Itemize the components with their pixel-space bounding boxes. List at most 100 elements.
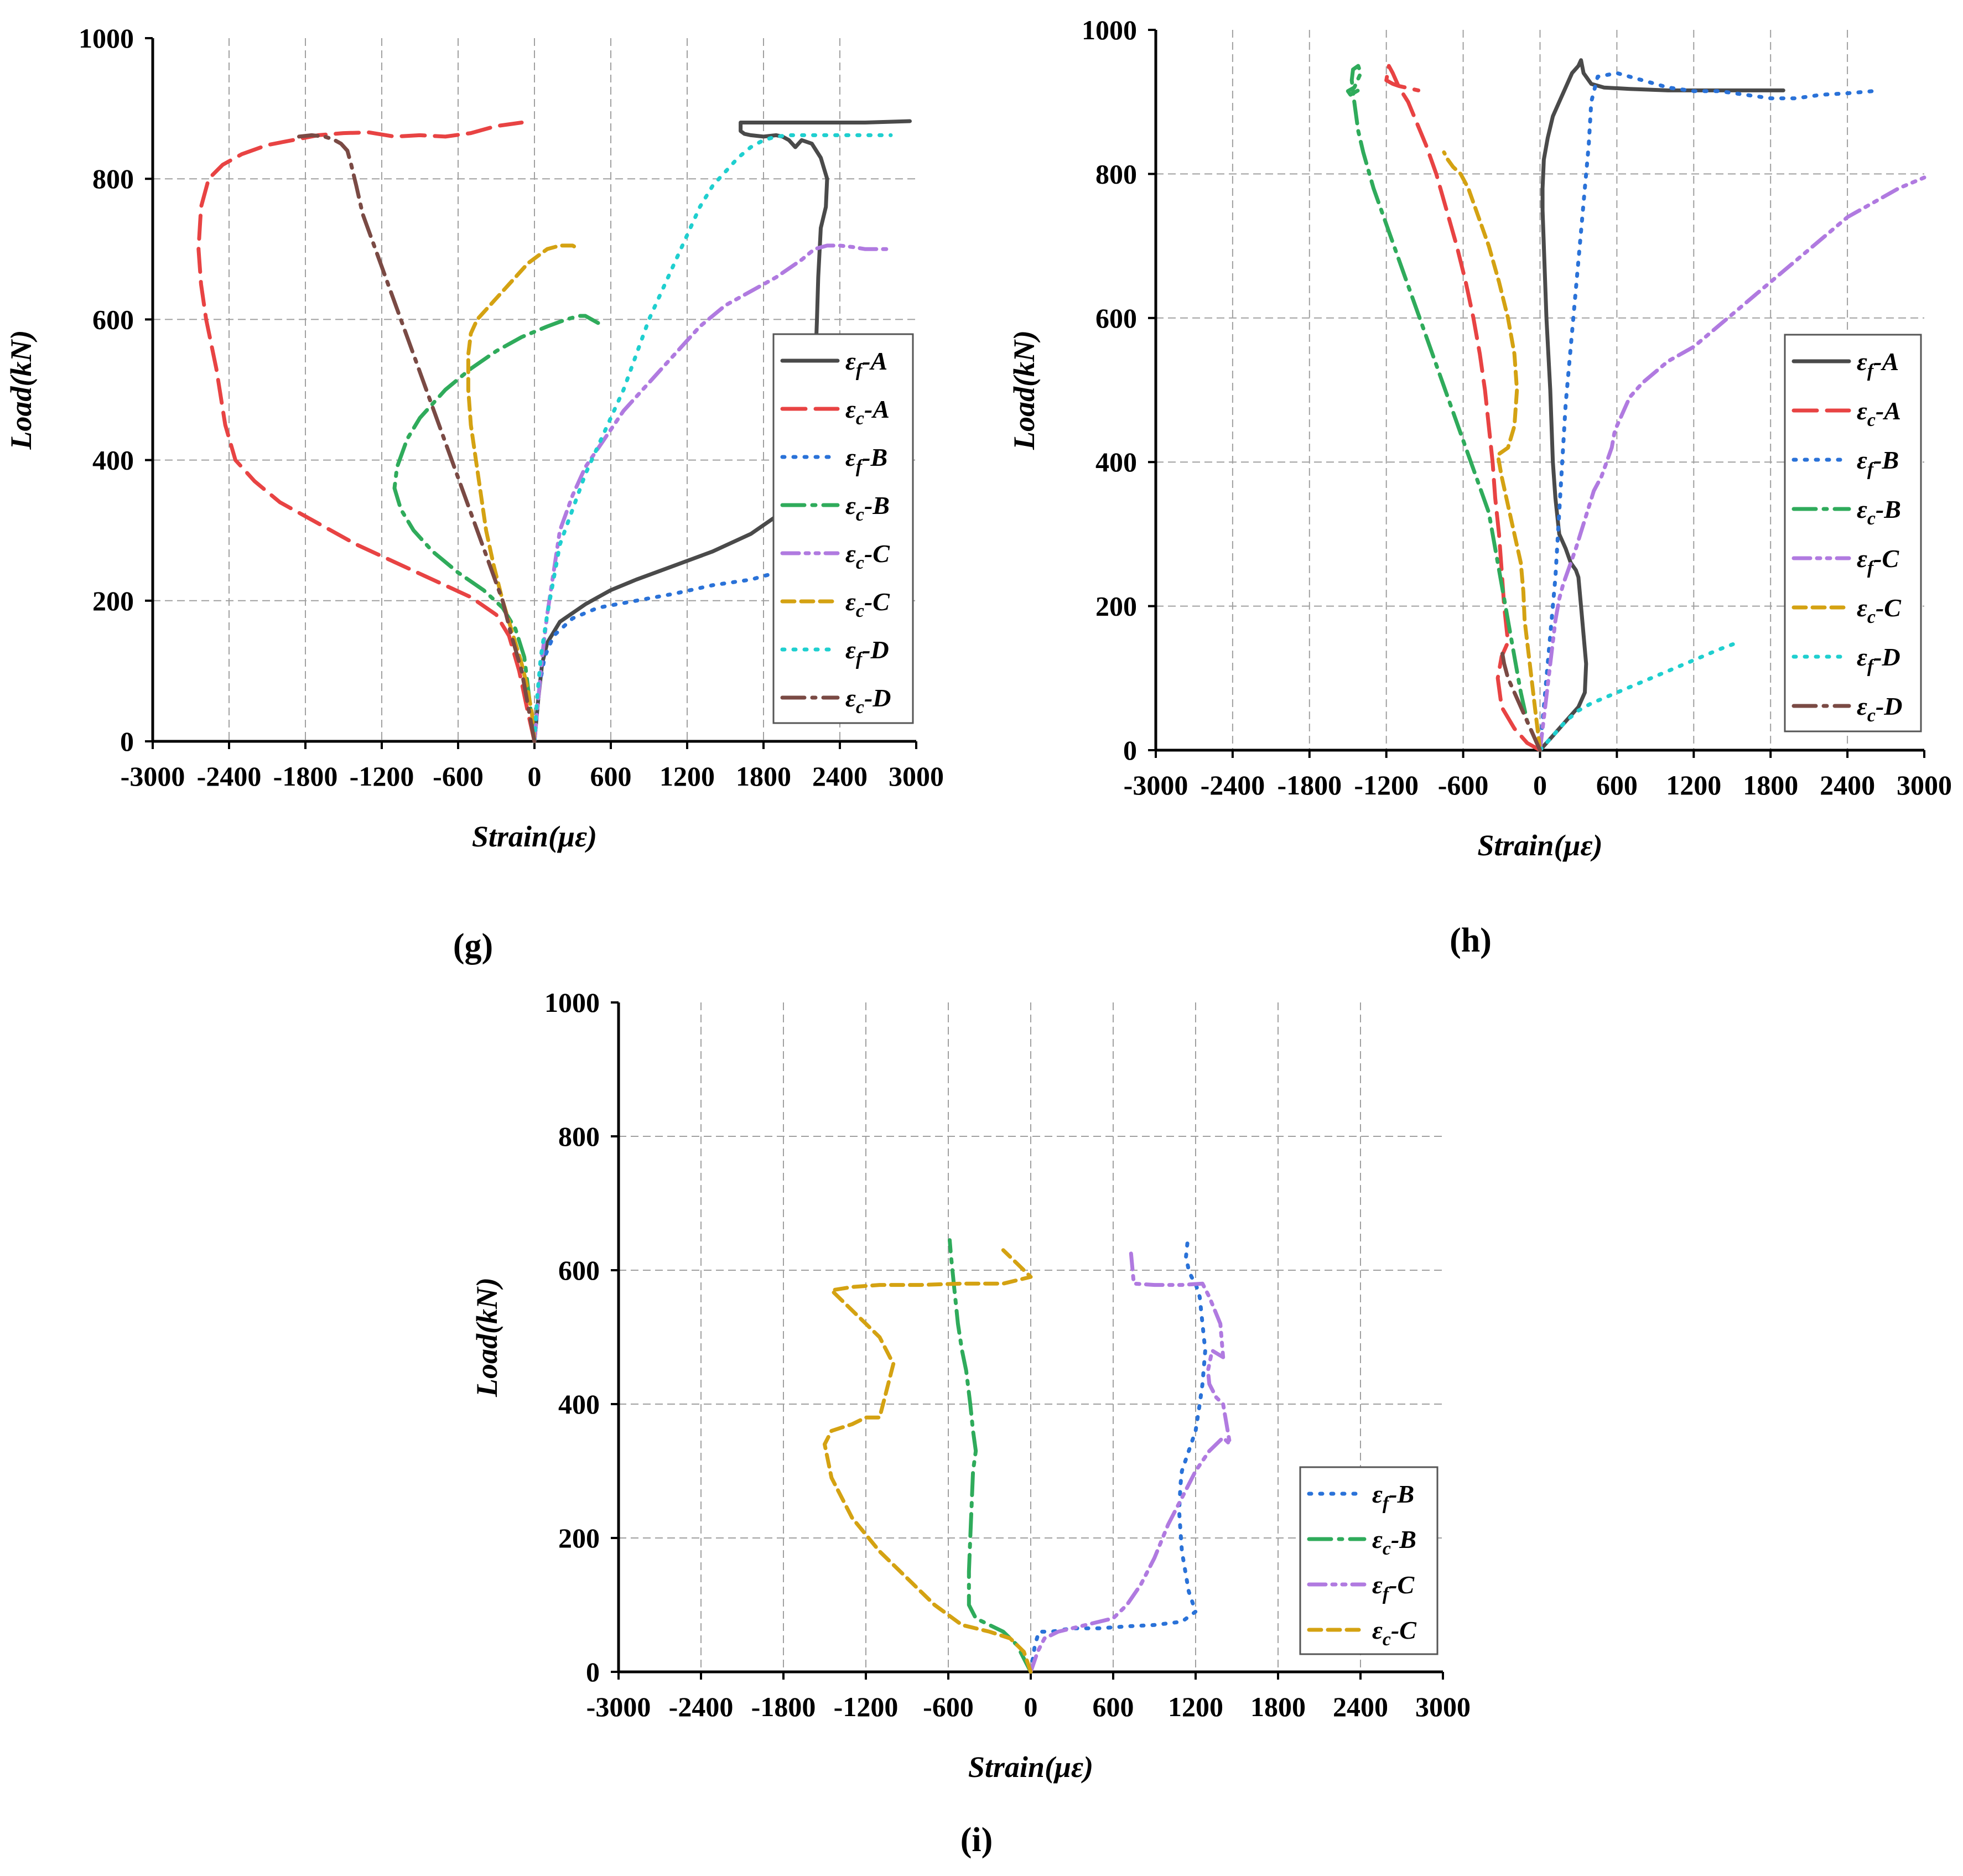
y-tick-label: 200	[558, 1522, 600, 1553]
series-line-cD	[297, 133, 537, 744]
legend-box	[1784, 334, 1922, 732]
series-line-cB	[392, 314, 600, 744]
legend-label: εc-B	[845, 491, 890, 525]
x-tick-label: -1800	[1277, 770, 1342, 801]
x-tick-label: -3000	[1124, 770, 1188, 801]
x-tick-label: 2400	[812, 761, 868, 792]
x-tick-label: 0	[528, 761, 542, 792]
x-tick-label: 600	[1093, 1691, 1134, 1722]
series-line-cB	[948, 1238, 1033, 1674]
x-axis-title: Strain(με)	[968, 1750, 1093, 1784]
series-line-fD	[1538, 640, 1741, 752]
x-tick-label: 1800	[736, 761, 791, 792]
legend-label: εc-A	[1857, 397, 1901, 430]
series-line-cA	[196, 121, 537, 744]
chart-panel-g: -3000 -2400 -1800 -1200 -600 0 600 1200 1800 2400…	[4, 23, 944, 965]
series-line-fD	[532, 133, 893, 744]
chart-panel-h: -3000 -2400 -1800 -1200 -600 0 600 1200 1800 2400…	[1008, 14, 1952, 959]
y-tick-label: 200	[92, 585, 134, 616]
legend-label: εc-D	[845, 684, 891, 718]
y-tick-label: 400	[558, 1389, 600, 1420]
series-line-fC	[532, 243, 893, 744]
x-tick-label: -3000	[121, 761, 185, 792]
series-line-fC	[1538, 175, 1926, 752]
series-line-cC	[1442, 150, 1542, 752]
series-line-fA	[1538, 58, 1785, 752]
x-tick-label: 2400	[1333, 1691, 1388, 1722]
x-tick-label: 3000	[1897, 770, 1952, 801]
legend-label: εc-C	[845, 539, 890, 573]
y-tick-label: 0	[120, 726, 134, 757]
y-tick-label: 1000	[544, 987, 600, 1018]
y-tick-label: 400	[92, 445, 134, 476]
x-tick-label: -2400	[669, 1691, 734, 1722]
legend-label: εc-C	[1857, 594, 1902, 627]
y-axis-title: Load(kN)	[4, 330, 38, 450]
legend-label: εf-B	[845, 443, 887, 477]
x-tick-label: 3000	[889, 761, 944, 792]
legend-label: εf-D	[1857, 643, 1900, 677]
y-tick-label: 600	[1095, 303, 1137, 334]
x-tick-label: 1200	[1666, 770, 1721, 801]
legend-label: εc-C	[1372, 1616, 1417, 1650]
x-tick-label: -3000	[586, 1691, 651, 1722]
y-tick-label: 0	[586, 1656, 600, 1687]
y-tick-label: 1000	[1082, 14, 1137, 45]
x-tick-label: -1800	[751, 1691, 816, 1722]
x-tick-label: 1800	[1250, 1691, 1306, 1722]
y-tick-label: 800	[92, 163, 134, 194]
legend-box	[772, 333, 914, 724]
y-axis-title: Load(kN)	[470, 1277, 503, 1397]
y-tick-label: 800	[558, 1121, 600, 1152]
series-line-fC	[1029, 1251, 1232, 1674]
legend-label: εc-D	[1857, 692, 1903, 726]
x-tick-label: -1200	[350, 761, 414, 792]
series-line-fB	[1029, 1241, 1207, 1674]
x-tick-label: -1200	[834, 1691, 899, 1722]
legend-label: εf-A	[1857, 347, 1899, 381]
y-axis-title: Load(kN)	[1008, 330, 1041, 450]
y-tick-label: 200	[1095, 591, 1137, 622]
panel-caption: (i)	[960, 1821, 993, 1859]
x-tick-label: -1800	[273, 761, 338, 792]
legend-label: εf-A	[845, 347, 887, 381]
series-line-cB	[1346, 64, 1542, 752]
x-tick-label: 600	[590, 761, 632, 792]
x-tick-label: 1800	[1743, 770, 1798, 801]
x-tick-label: -2400	[1201, 770, 1265, 801]
x-tick-label: 600	[1596, 770, 1638, 801]
series-line-fB	[532, 570, 778, 744]
series-line-cD	[1499, 647, 1542, 752]
y-tick-label: 800	[1095, 158, 1137, 189]
y-tick-label: 0	[1123, 735, 1137, 766]
legend-label: εf-C	[1372, 1571, 1415, 1604]
x-tick-label: -600	[1438, 770, 1489, 801]
y-tick-label: 600	[558, 1255, 600, 1286]
x-tick-label: -600	[433, 761, 484, 792]
legend-label: εc-B	[1372, 1525, 1416, 1559]
legend-label: εf-B	[1372, 1480, 1414, 1514]
chart-panel-i: -3000 -2400 -1800 -1200 -600 0 600 1200 1800 2400…	[470, 987, 1471, 1859]
x-tick-label: 0	[1533, 770, 1547, 801]
panel-caption: (h)	[1450, 922, 1492, 959]
x-tick-label: 0	[1024, 1691, 1038, 1722]
series-line-cC	[823, 1248, 1033, 1674]
x-tick-label: 3000	[1415, 1691, 1471, 1722]
legend-label: εc-B	[1857, 495, 1901, 529]
legend-label: εc-C	[845, 588, 890, 621]
series-line-fA	[532, 119, 912, 744]
y-tick-label: 400	[1095, 446, 1137, 477]
legend-label: εf-B	[1857, 446, 1899, 480]
x-tick-label: 2400	[1820, 770, 1875, 801]
y-tick-label: 600	[92, 304, 134, 335]
legend-box	[1299, 1466, 1439, 1655]
series-line-fB	[1538, 71, 1875, 752]
x-tick-label: -1200	[1354, 770, 1419, 801]
panel-caption: (g)	[453, 927, 493, 965]
y-tick-label: 1000	[79, 23, 134, 54]
x-axis-title: Strain(με)	[472, 820, 597, 853]
legend-label: εc-A	[845, 395, 890, 429]
x-tick-label: -2400	[197, 761, 262, 792]
legend-label: εf-D	[845, 636, 889, 669]
